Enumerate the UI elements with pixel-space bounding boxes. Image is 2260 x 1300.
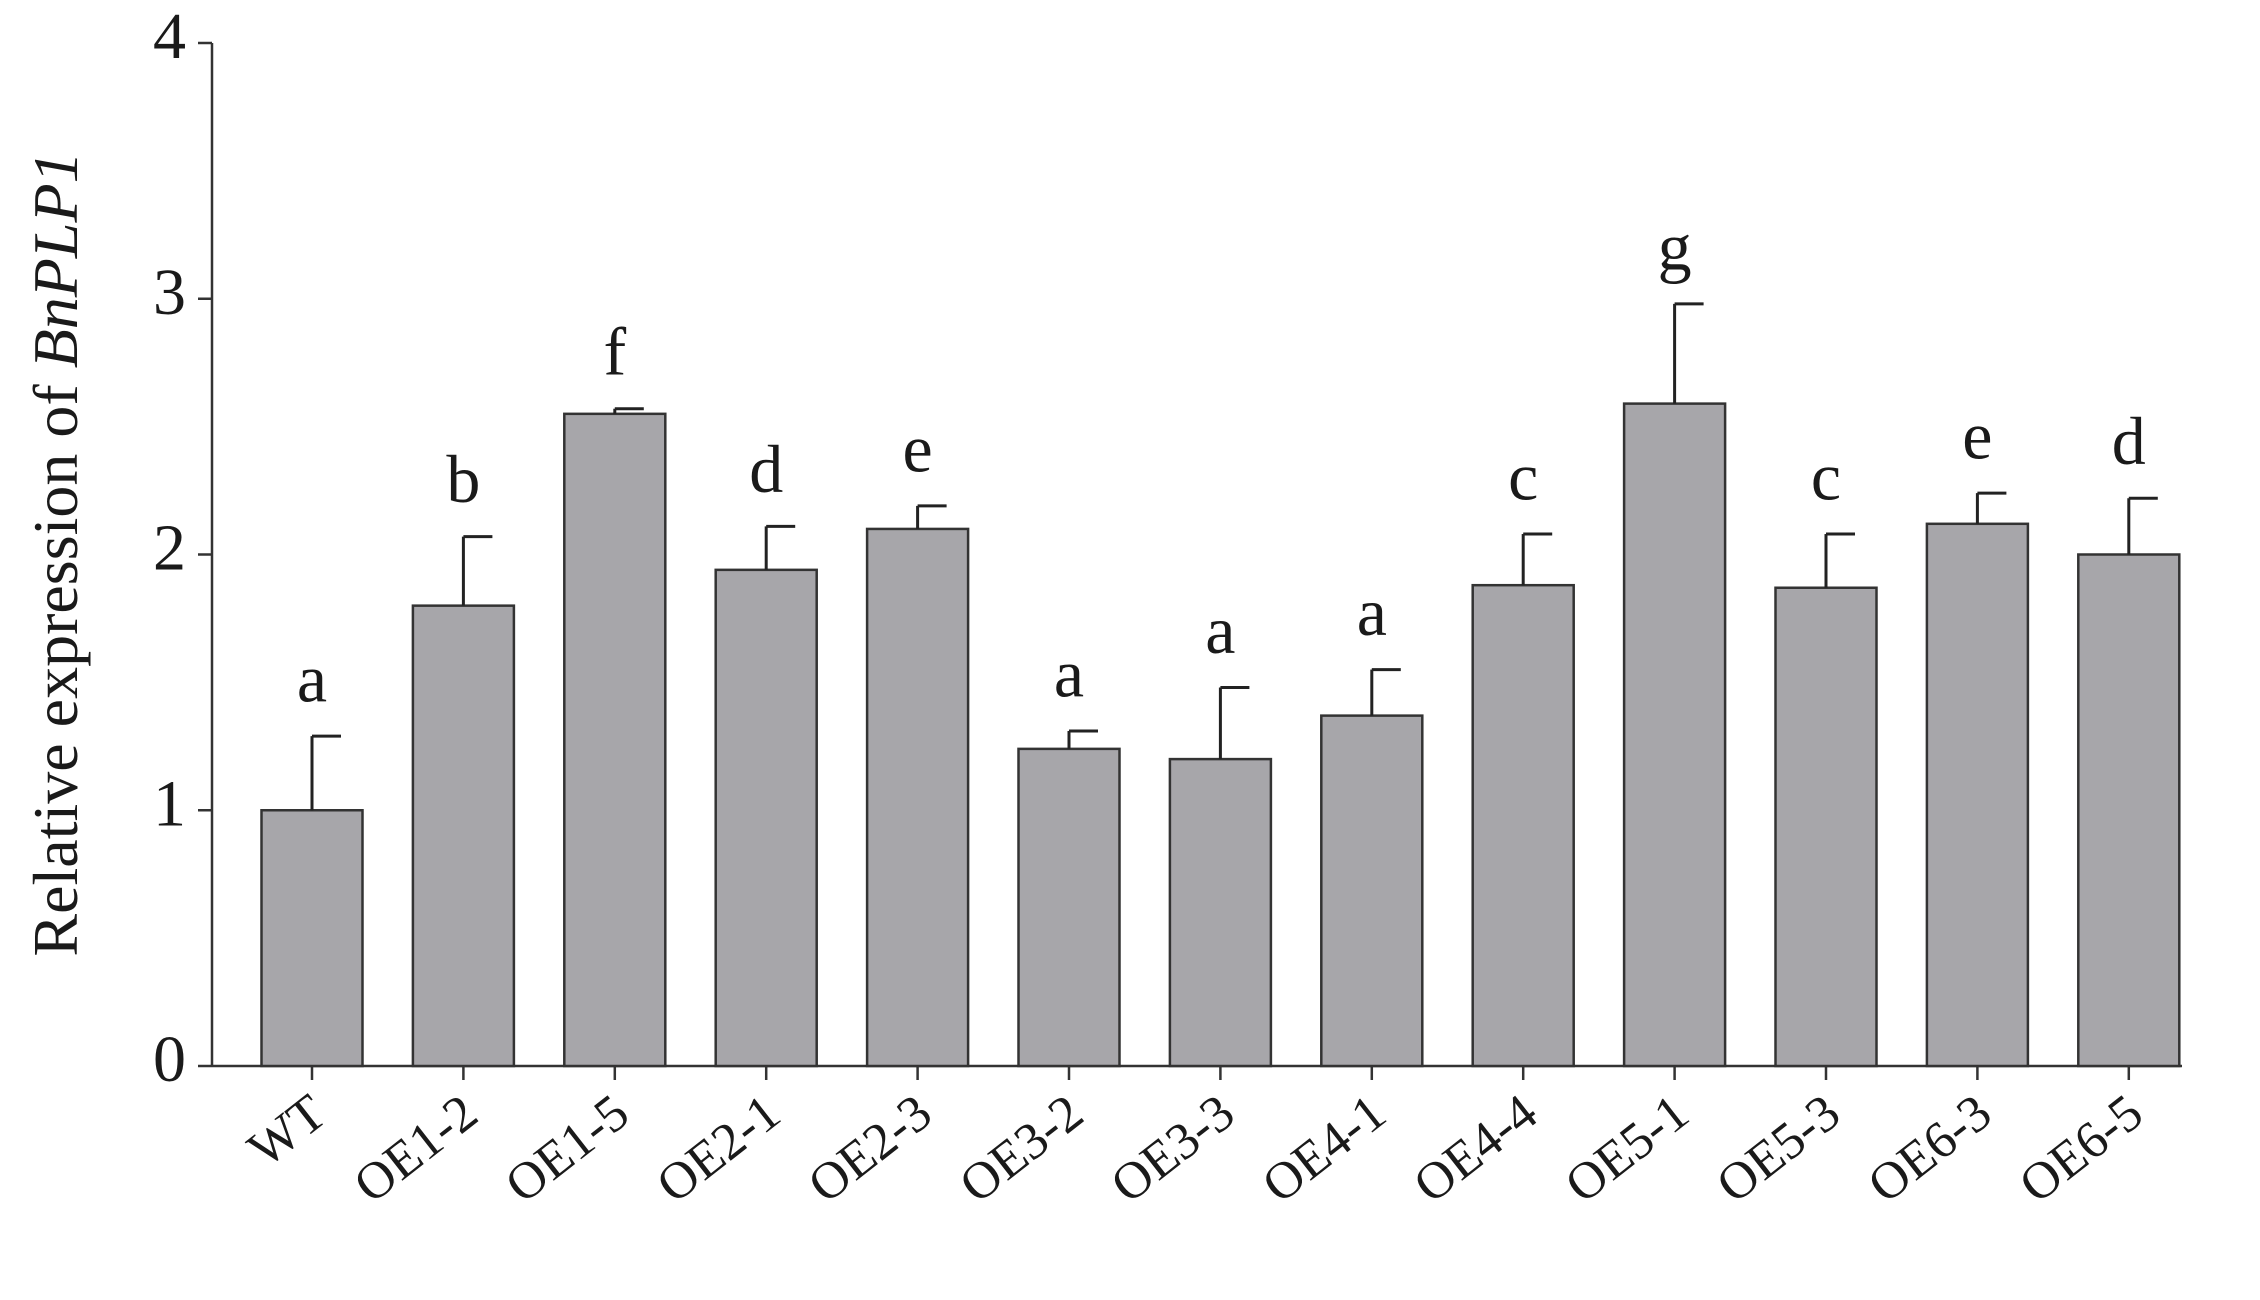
bar [714,568,818,1068]
significance-letter: f [603,313,626,389]
y-tick-label: 4 [153,0,186,73]
x-tick-label: OE2-1 [647,1084,791,1214]
significance-letter: c [1811,439,1841,515]
bar [1471,583,1575,1068]
y-label-gene: BnPLP1 [20,151,91,368]
significance-letter: a [1357,574,1387,650]
y-tick-label: 3 [153,256,186,329]
significance-letter: d [749,431,783,507]
significance-letter: b [446,441,480,517]
bar [865,527,970,1068]
significance-letter: a [1054,636,1084,712]
significance-letter: d [2112,403,2146,479]
significance-letter: g [1658,208,1692,284]
x-tick-label: OE5-3 [1706,1084,1850,1214]
y-tick-label: 1 [153,767,186,840]
y-axis-label: Relative expression of BnPLP1 [20,151,91,956]
x-tick-label: OE6-5 [2009,1084,2153,1214]
significance-letter: a [1205,592,1235,668]
y-tick-label: 2 [153,512,186,585]
y-tick-label: 0 [153,1023,186,1096]
y-label-text: Relative expression of [20,368,91,956]
bar [2077,553,2181,1068]
x-tick-label: OE5-1 [1555,1084,1699,1214]
x-tick-label: OE1-2 [344,1084,488,1214]
bar [260,809,364,1068]
bar [1017,747,1121,1068]
significance-letter: a [297,641,327,717]
significance-letter: c [1508,439,1538,515]
x-tick-label: OE1-5 [495,1084,639,1214]
x-tick-label: OE4-1 [1252,1084,1396,1214]
bar [1925,522,2030,1068]
bar [1622,402,1727,1068]
x-tick-label: OE3-2 [949,1084,1093,1214]
x-tick-label: OE2-3 [798,1084,942,1214]
x-tick-label: WT [238,1084,337,1179]
x-tick-label: OE4-4 [1404,1084,1548,1214]
bar [1168,757,1273,1068]
significance-letter: e [903,411,933,487]
bar [563,412,667,1068]
bar [1320,714,1424,1068]
bar [411,604,516,1068]
bar [1774,586,1878,1068]
x-tick-label: OE3-3 [1101,1084,1245,1214]
x-tick-label: OE6-3 [1858,1084,2002,1214]
significance-letter: e [1962,398,1992,474]
